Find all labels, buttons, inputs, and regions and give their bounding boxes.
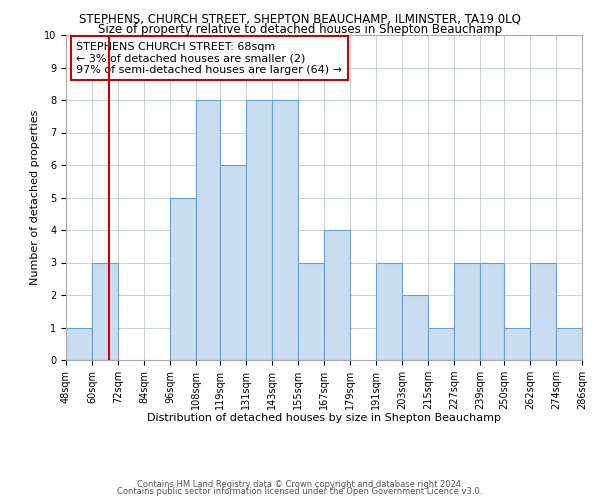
Bar <box>92 262 118 360</box>
Bar <box>66 328 92 360</box>
Bar <box>530 262 556 360</box>
Bar <box>454 262 480 360</box>
Bar <box>196 100 220 360</box>
Y-axis label: Number of detached properties: Number of detached properties <box>30 110 40 285</box>
Bar <box>556 328 582 360</box>
Bar <box>480 262 504 360</box>
Bar <box>402 295 428 360</box>
Text: STEPHENS, CHURCH STREET, SHEPTON BEAUCHAMP, ILMINSTER, TA19 0LQ: STEPHENS, CHURCH STREET, SHEPTON BEAUCHA… <box>79 12 521 26</box>
Bar <box>324 230 350 360</box>
Bar <box>170 198 196 360</box>
Text: Contains public sector information licensed under the Open Government Licence v3: Contains public sector information licen… <box>118 487 482 496</box>
Bar <box>220 165 246 360</box>
Bar <box>428 328 454 360</box>
Bar <box>298 262 324 360</box>
Bar <box>272 100 298 360</box>
Bar <box>246 100 272 360</box>
Text: Size of property relative to detached houses in Shepton Beauchamp: Size of property relative to detached ho… <box>98 22 502 36</box>
X-axis label: Distribution of detached houses by size in Shepton Beauchamp: Distribution of detached houses by size … <box>147 414 501 424</box>
Bar <box>504 328 530 360</box>
Text: Contains HM Land Registry data © Crown copyright and database right 2024.: Contains HM Land Registry data © Crown c… <box>137 480 463 489</box>
Bar <box>376 262 402 360</box>
Text: STEPHENS CHURCH STREET: 68sqm
← 3% of detached houses are smaller (2)
97% of sem: STEPHENS CHURCH STREET: 68sqm ← 3% of de… <box>76 42 343 74</box>
